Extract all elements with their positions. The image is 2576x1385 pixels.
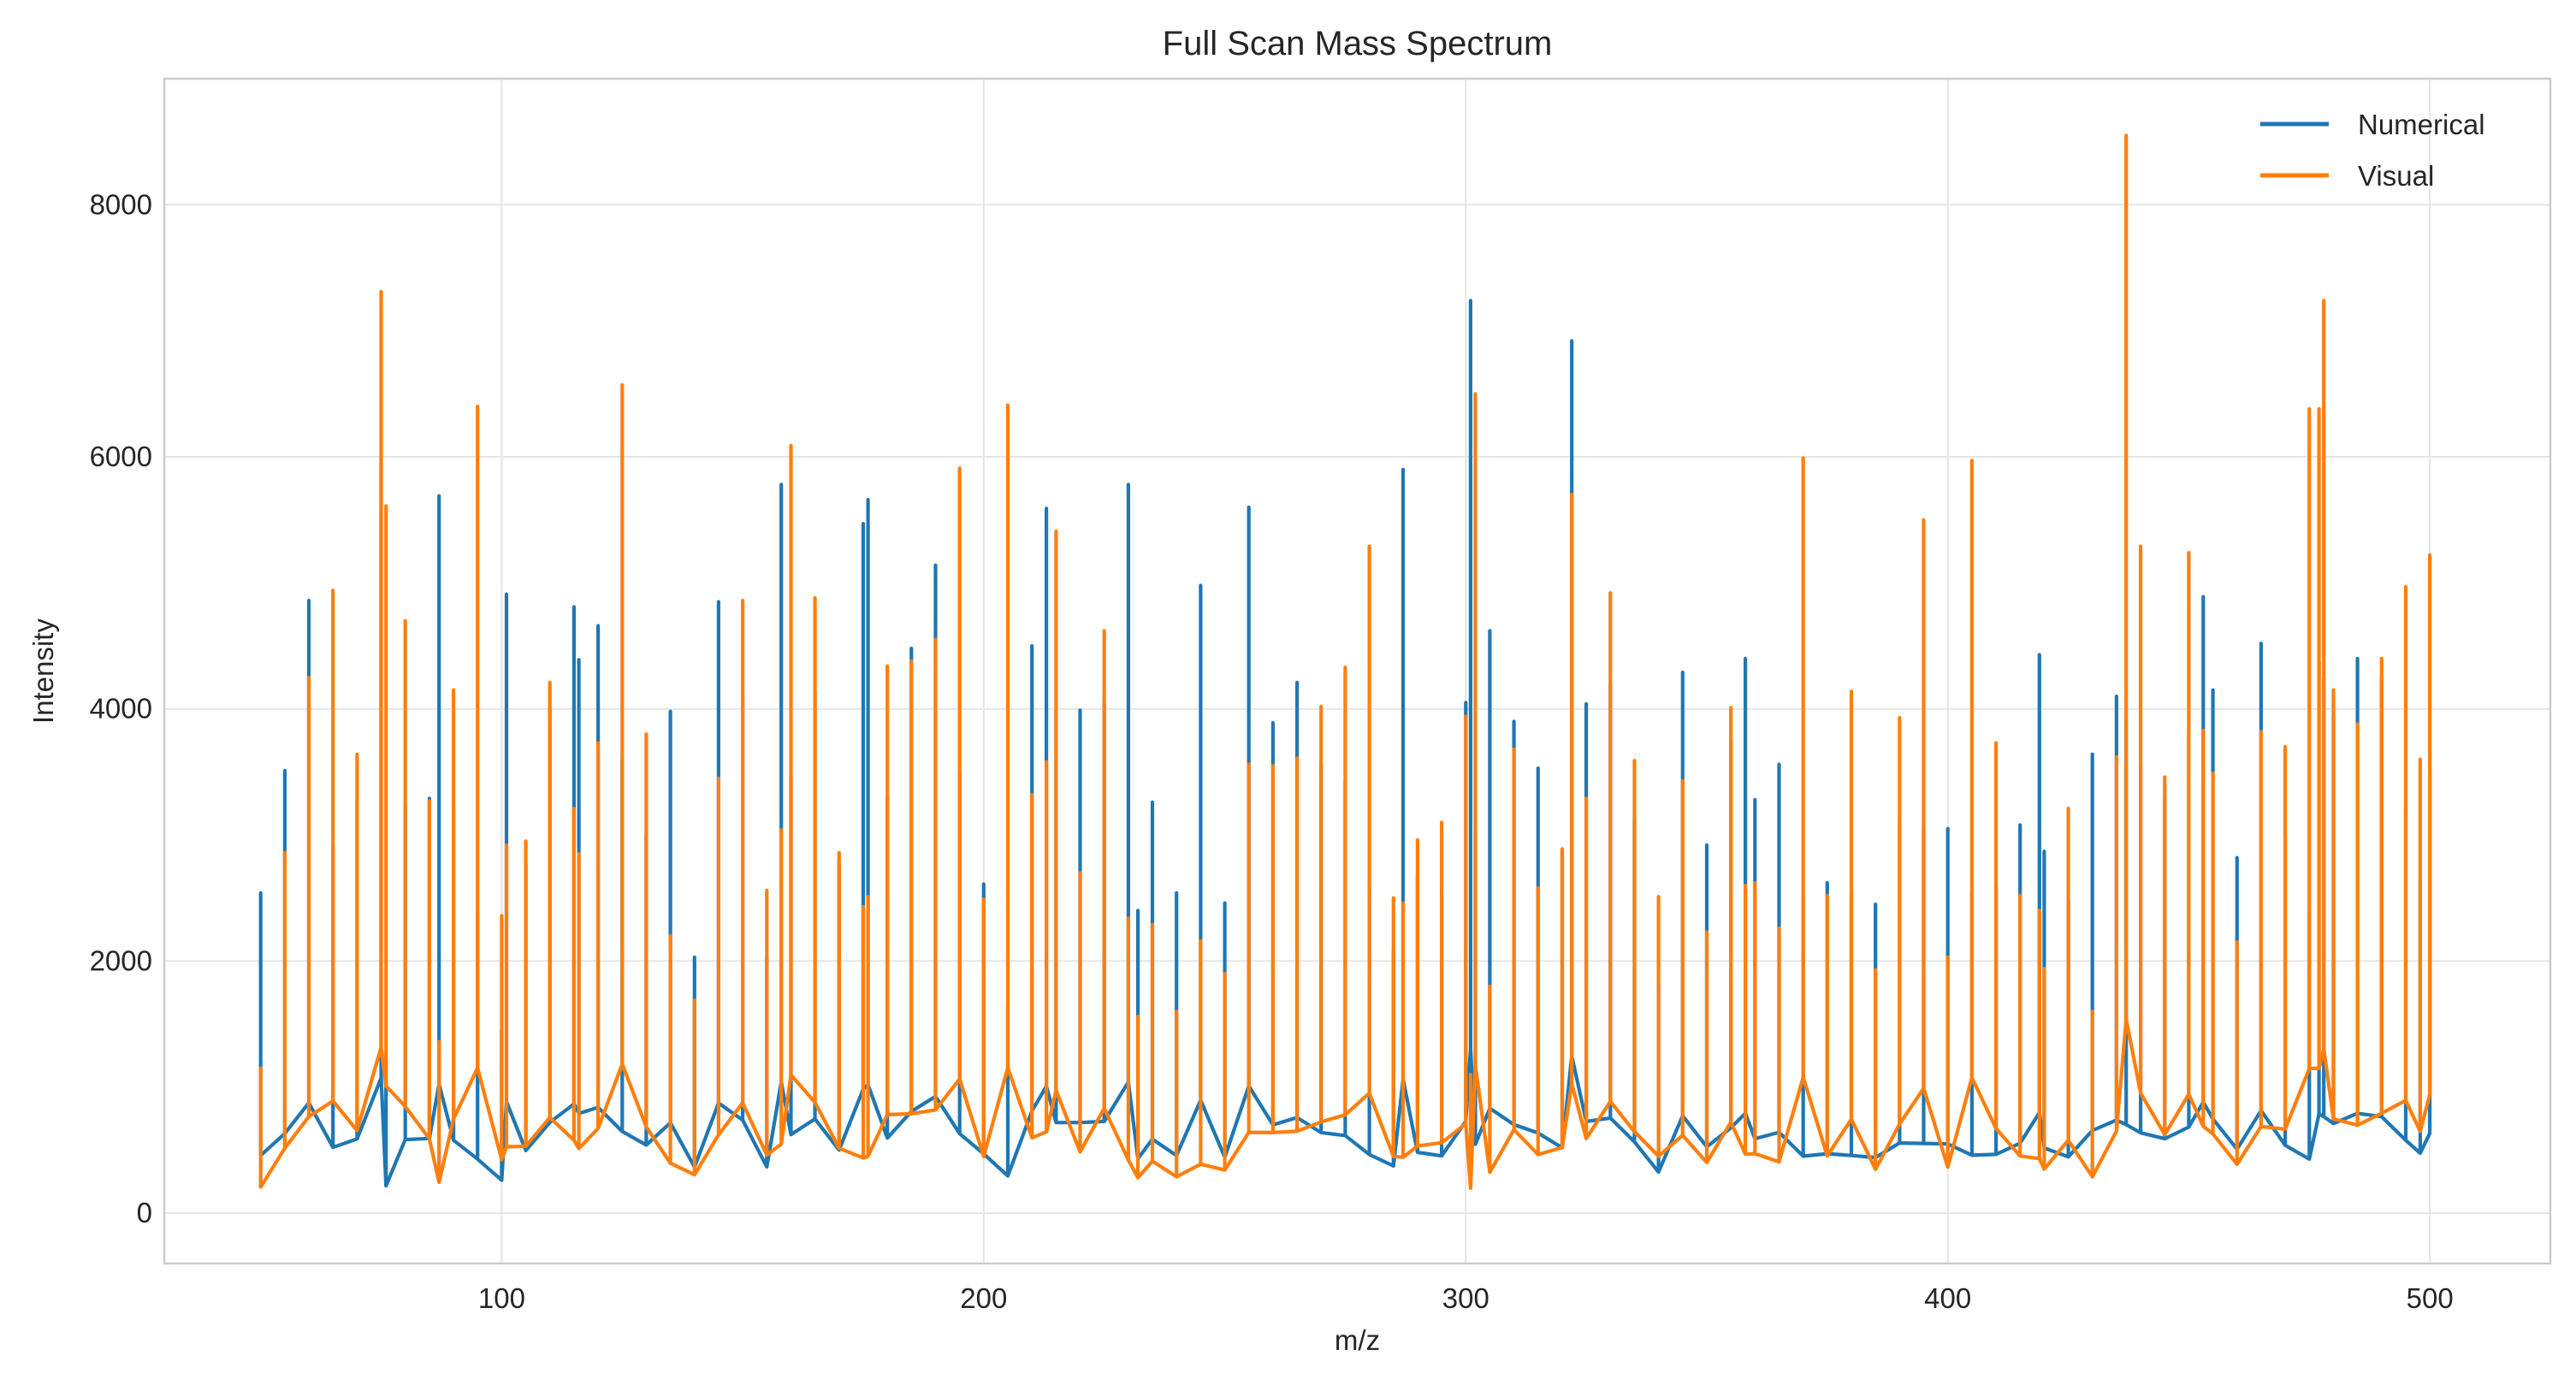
y-tick-label: 0 — [137, 1197, 152, 1228]
y-tick-label: 2000 — [90, 944, 152, 976]
legend-label-numerical: Numerical — [2358, 109, 2485, 140]
legend-label-visual: Visual — [2358, 160, 2434, 192]
y-tick-label: 8000 — [90, 188, 152, 220]
x-axis-label: m/z — [1335, 1324, 1380, 1356]
chart-title: Full Scan Mass Spectrum — [1163, 25, 1553, 62]
x-tick-label: 400 — [1924, 1282, 1971, 1314]
x-tick-label: 300 — [1442, 1282, 1489, 1314]
y-axis-label: Intensity — [27, 619, 59, 724]
y-tick-label: 6000 — [90, 441, 152, 472]
x-tick-label: 500 — [2407, 1282, 2454, 1314]
x-tick-label: 200 — [960, 1282, 1007, 1314]
y-tick-label: 4000 — [90, 693, 152, 725]
x-tick-label: 100 — [478, 1282, 525, 1314]
